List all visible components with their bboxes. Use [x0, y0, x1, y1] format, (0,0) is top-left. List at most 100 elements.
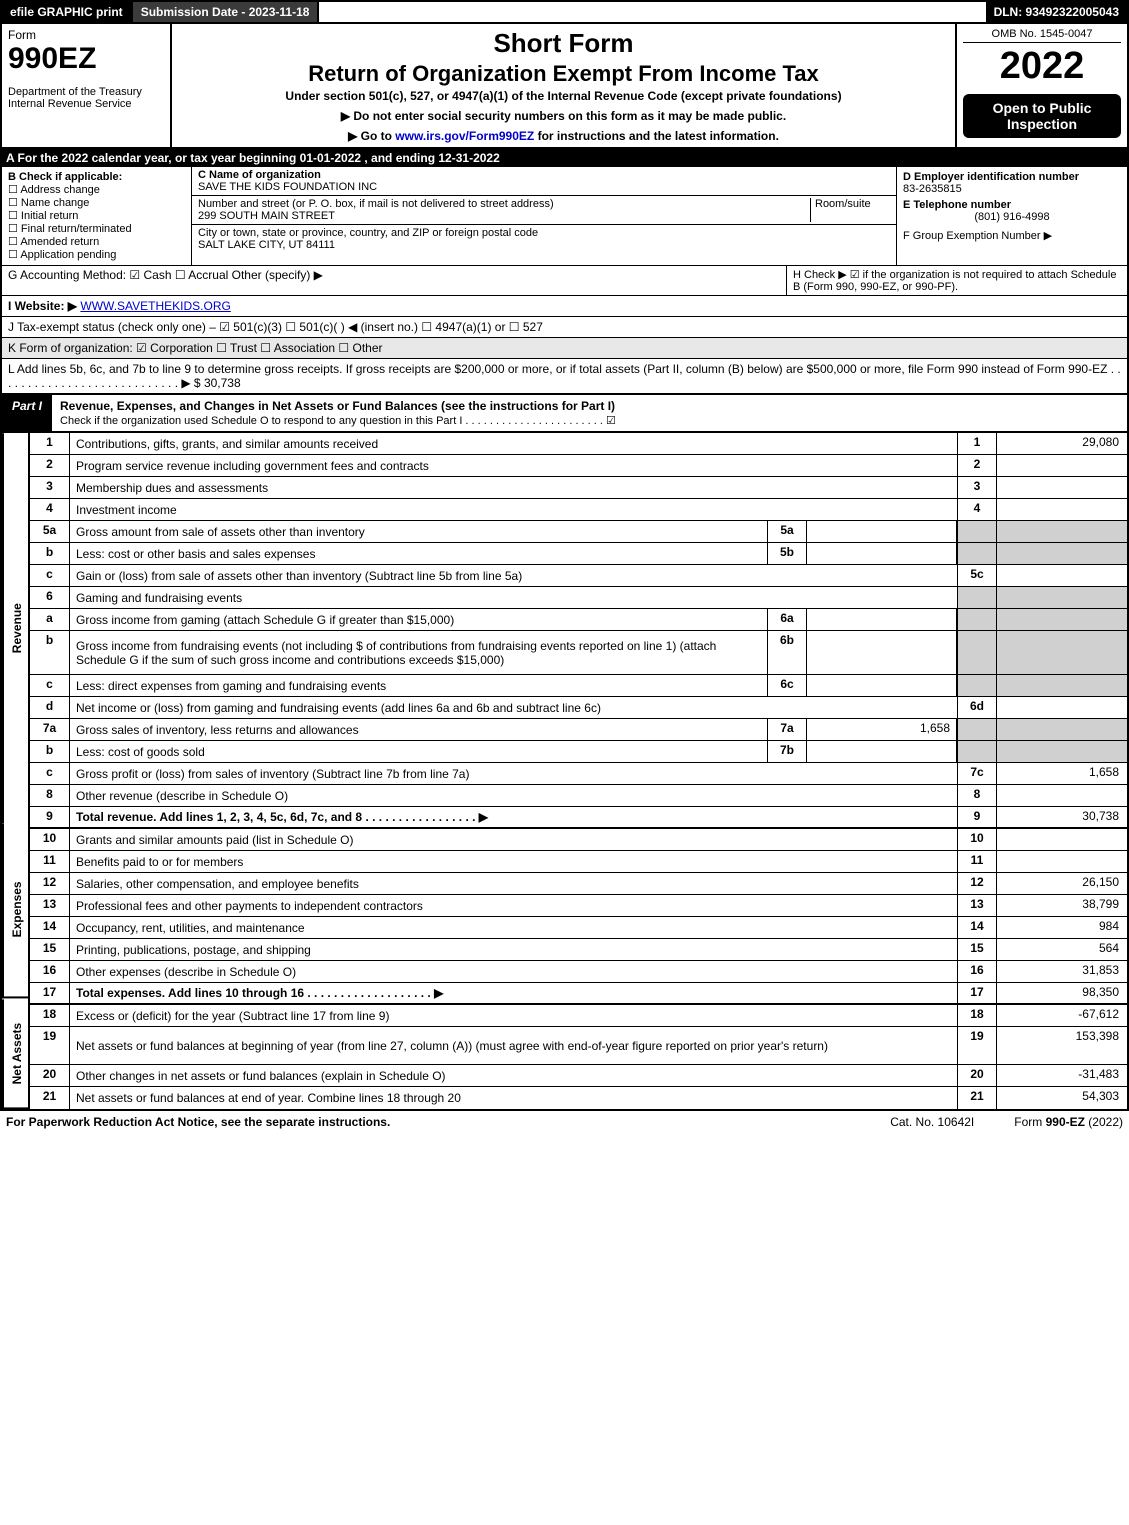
ln-18-val: -67,612 — [997, 1005, 1127, 1026]
chk-name-change[interactable]: Name change — [8, 196, 185, 209]
ln-1-num: 1 — [30, 433, 70, 454]
ln-5a-val — [997, 521, 1127, 542]
ln-20-num: 20 — [30, 1065, 70, 1086]
ln-6-val — [997, 587, 1127, 608]
ln-6c-key — [957, 675, 997, 696]
part-i-header: Part I Revenue, Expenses, and Changes in… — [0, 395, 1129, 433]
ln-6b-desc: Gross income from fundraising events (no… — [70, 631, 767, 674]
omb-number: OMB No. 1545-0047 — [963, 28, 1121, 43]
ln-7a-sv: 1,658 — [807, 719, 957, 740]
side-revenue: Revenue — [2, 433, 30, 823]
ln-5a-desc: Gross amount from sale of assets other t… — [70, 521, 767, 542]
form-number: 990EZ — [8, 42, 164, 76]
ln-3-num: 3 — [30, 477, 70, 498]
ln-2-key: 2 — [957, 455, 997, 476]
line-a: A For the 2022 calendar year, or tax yea… — [0, 149, 1129, 167]
chk-initial-return[interactable]: Initial return — [8, 209, 185, 222]
chk-application-pending[interactable]: Application pending — [8, 248, 185, 261]
form-label: Form — [8, 28, 164, 42]
page-footer: For Paperwork Reduction Act Notice, see … — [0, 1111, 1129, 1133]
ln-21-val: 54,303 — [997, 1087, 1127, 1109]
ln-11-num: 11 — [30, 851, 70, 872]
line-k: K Form of organization: ☑ Corporation ☐ … — [0, 338, 1129, 359]
form-title-block: Short Form Return of Organization Exempt… — [172, 24, 957, 147]
ln-1-desc: Contributions, gifts, grants, and simila… — [70, 433, 957, 454]
ln-5c-val — [997, 565, 1127, 586]
ln-21-key: 21 — [957, 1087, 997, 1109]
ln-6c-val — [997, 675, 1127, 696]
ln-20-desc: Other changes in net assets or fund bala… — [70, 1065, 957, 1086]
chk-final-return[interactable]: Final return/terminated — [8, 222, 185, 235]
side-netassets: Net Assets — [2, 999, 30, 1109]
ln-16-key: 16 — [957, 961, 997, 982]
ln-8-desc: Other revenue (describe in Schedule O) — [70, 785, 957, 806]
ln-4-val — [997, 499, 1127, 520]
b-label: B Check if applicable: — [8, 171, 185, 183]
dln-label: DLN: 93492322005043 — [986, 2, 1127, 22]
ln-8-key: 8 — [957, 785, 997, 806]
ln-5a-key — [957, 521, 997, 542]
ln-9-key: 9 — [957, 807, 997, 827]
ln-5c-desc: Gain or (loss) from sale of assets other… — [70, 565, 957, 586]
ln-6a-sk: 6a — [767, 609, 807, 630]
ln-12-val: 26,150 — [997, 873, 1127, 894]
website-link[interactable]: SAVE THE KIDS FOUNDATION INCWWW.SAVETHEK… — [80, 299, 230, 313]
e-label: E Telephone number — [903, 199, 1121, 211]
department-label: Department of the Treasury Internal Reve… — [8, 86, 164, 110]
ln-1-key: 1 — [957, 433, 997, 454]
ln-10-num: 10 — [30, 829, 70, 850]
org-street: 299 SOUTH MAIN STREET — [198, 210, 810, 222]
open-public-box: Open to Public Inspection — [963, 94, 1121, 138]
room-suite-label: Room/suite — [810, 198, 890, 222]
ln-6a-num: a — [30, 609, 70, 630]
ln-5c-key: 5c — [957, 565, 997, 586]
ln-6b-val — [997, 631, 1127, 674]
line-j: J Tax-exempt status (check only one) – ☑… — [0, 317, 1129, 338]
f-label: F Group Exemption Number ▶ — [903, 229, 1121, 242]
ln-15-val: 564 — [997, 939, 1127, 960]
footer-left: For Paperwork Reduction Act Notice, see … — [6, 1115, 850, 1129]
tax-year: 2022 — [963, 45, 1121, 88]
row-gh: G Accounting Method: ☑ Cash ☐ Accrual Ot… — [0, 266, 1129, 296]
return-title: Return of Organization Exempt From Incom… — [178, 61, 949, 87]
instruction-1: ▶ Do not enter social security numbers o… — [178, 109, 949, 123]
ln-5b-key — [957, 543, 997, 564]
ln-6d-num: d — [30, 697, 70, 718]
c-addr-label: Number and street (or P. O. box, if mail… — [198, 198, 810, 210]
chk-amended-return[interactable]: Amended return — [8, 235, 185, 248]
ln-18-num: 18 — [30, 1005, 70, 1026]
part-i-table: Revenue Expenses Net Assets 1Contributio… — [0, 433, 1129, 1111]
ln-7a-desc: Gross sales of inventory, less returns a… — [70, 719, 767, 740]
year-block: OMB No. 1545-0047 2022 Open to Public In… — [957, 24, 1127, 147]
ln-1-val: 29,080 — [997, 433, 1127, 454]
short-form-title: Short Form — [178, 28, 949, 59]
footer-right: Form 990-EZ (2022) — [1014, 1115, 1123, 1129]
d-label: D Employer identification number — [903, 171, 1121, 183]
part-i-tag: Part I — [2, 395, 52, 431]
chk-address-change[interactable]: Address change — [8, 183, 185, 196]
ln-6c-desc: Less: direct expenses from gaming and fu… — [70, 675, 767, 696]
ln-5b-sv — [807, 543, 957, 564]
ln-6a-sv — [807, 609, 957, 630]
ln-19-val: 153,398 — [997, 1027, 1127, 1064]
section-def: D Employer identification number 83-2635… — [897, 167, 1127, 265]
ln-13-desc: Professional fees and other payments to … — [70, 895, 957, 916]
form-id-block: Form 990EZ Department of the Treasury In… — [2, 24, 172, 147]
ln-5a-sv — [807, 521, 957, 542]
ln-7c-val: 1,658 — [997, 763, 1127, 784]
ln-8-num: 8 — [30, 785, 70, 806]
irs-link[interactable]: www.irs.gov/Form990EZ — [395, 129, 534, 143]
ln-5b-desc: Less: cost or other basis and sales expe… — [70, 543, 767, 564]
ln-7a-num: 7a — [30, 719, 70, 740]
c-city-label: City or town, state or province, country… — [198, 227, 890, 239]
ln-18-desc: Excess or (deficit) for the year (Subtra… — [70, 1005, 957, 1026]
phone-value: (801) 916-4998 — [903, 211, 1121, 223]
ln-13-val: 38,799 — [997, 895, 1127, 916]
ln-20-val: -31,483 — [997, 1065, 1127, 1086]
section-bcdef: B Check if applicable: Address change Na… — [0, 167, 1129, 266]
ln-14-desc: Occupancy, rent, utilities, and maintena… — [70, 917, 957, 938]
ln-6b-sk: 6b — [767, 631, 807, 674]
ln-5b-num: b — [30, 543, 70, 564]
ln-5b-sk: 5b — [767, 543, 807, 564]
ln-11-desc: Benefits paid to or for members — [70, 851, 957, 872]
